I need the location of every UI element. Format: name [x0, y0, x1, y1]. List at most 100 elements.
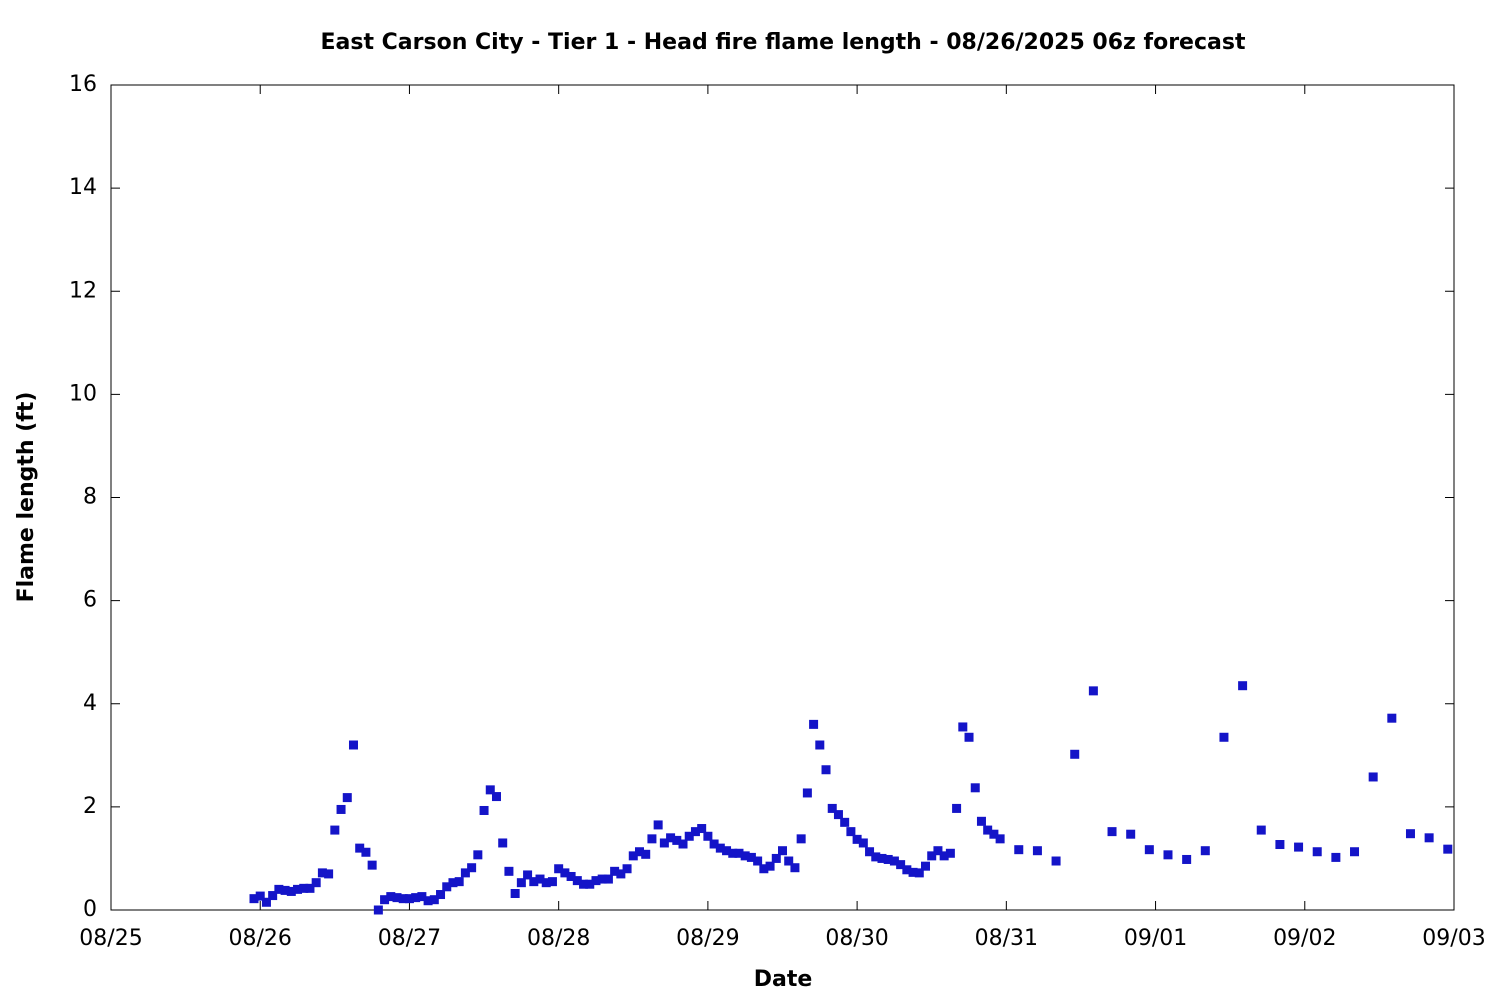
- point: [311, 878, 321, 888]
- point: [603, 874, 613, 884]
- point: [809, 719, 819, 729]
- point: [1051, 856, 1061, 866]
- point: [460, 868, 470, 878]
- point: [473, 850, 483, 860]
- point: [616, 869, 626, 879]
- point: [821, 765, 831, 775]
- point: [305, 883, 315, 893]
- point: [945, 848, 955, 858]
- point: [865, 847, 875, 857]
- point: [1070, 749, 1080, 759]
- point: [268, 891, 278, 901]
- point: [299, 883, 309, 893]
- point: [902, 865, 912, 875]
- point: [485, 785, 495, 795]
- point: [554, 864, 564, 874]
- point: [952, 803, 962, 813]
- point: [1294, 842, 1304, 852]
- x-tick-label: 08/30: [825, 926, 888, 951]
- point: [784, 856, 794, 866]
- point: [1275, 840, 1285, 850]
- point: [634, 847, 644, 857]
- point: [740, 851, 750, 861]
- point: [498, 838, 508, 848]
- point: [579, 879, 589, 889]
- point: [970, 783, 980, 793]
- point: [976, 816, 986, 826]
- y-axis-label: Flame length (ft): [14, 392, 39, 603]
- point: [765, 861, 775, 871]
- point: [1200, 846, 1210, 856]
- point: [703, 831, 713, 841]
- y-tick-label: 16: [69, 72, 97, 97]
- point: [989, 829, 999, 839]
- point: [1368, 772, 1378, 782]
- point: [448, 878, 458, 888]
- point: [1126, 829, 1136, 839]
- y-tick-label: 14: [69, 175, 97, 200]
- point: [958, 722, 968, 732]
- point: [722, 846, 732, 856]
- point: [1443, 844, 1453, 854]
- point: [653, 820, 663, 830]
- point: [778, 846, 787, 856]
- point: [858, 838, 868, 848]
- x-axis-label: Date: [754, 967, 813, 992]
- point: [249, 894, 259, 904]
- point: [386, 892, 396, 902]
- point: [840, 817, 850, 827]
- point: [293, 884, 303, 894]
- point: [330, 825, 340, 835]
- point: [274, 884, 284, 894]
- y-tick-label: 2: [83, 794, 97, 819]
- point: [417, 892, 427, 902]
- point: [572, 876, 582, 886]
- y-tick-label: 10: [69, 381, 97, 406]
- point: [927, 851, 937, 861]
- point: [1387, 713, 1397, 723]
- x-tick-label: 08/26: [229, 926, 292, 951]
- point: [467, 863, 477, 873]
- point: [355, 843, 365, 853]
- point: [380, 895, 390, 905]
- point: [1219, 732, 1229, 742]
- point: [336, 804, 346, 814]
- point: [678, 839, 688, 849]
- point: [896, 860, 906, 870]
- y-tick-label: 4: [83, 691, 97, 716]
- point: [1350, 847, 1360, 857]
- point: [280, 885, 290, 895]
- point: [802, 788, 812, 798]
- point: [367, 860, 377, 870]
- point: [1331, 852, 1341, 862]
- point: [560, 868, 570, 878]
- point: [510, 889, 520, 898]
- point: [672, 835, 682, 845]
- point: [622, 864, 632, 874]
- x-tick-label: 08/29: [676, 926, 739, 951]
- point: [889, 856, 899, 866]
- x-tick-label: 08/27: [378, 926, 441, 951]
- point: [597, 874, 607, 884]
- point: [1088, 686, 1098, 696]
- point: [908, 867, 918, 877]
- point: [759, 864, 769, 874]
- point: [1144, 845, 1154, 855]
- point: [373, 905, 383, 915]
- point: [690, 827, 700, 837]
- x-tick-label: 08/25: [79, 926, 142, 951]
- point: [1182, 854, 1192, 864]
- point: [591, 876, 601, 886]
- point: [361, 847, 371, 857]
- point: [423, 896, 433, 906]
- plot-frame: [110, 84, 1455, 911]
- point: [666, 833, 676, 843]
- point: [628, 851, 638, 861]
- point: [846, 827, 856, 837]
- point: [1107, 827, 1117, 837]
- point: [324, 869, 334, 879]
- point: [610, 866, 620, 876]
- y-tick-label: 12: [69, 278, 97, 303]
- point: [454, 877, 464, 887]
